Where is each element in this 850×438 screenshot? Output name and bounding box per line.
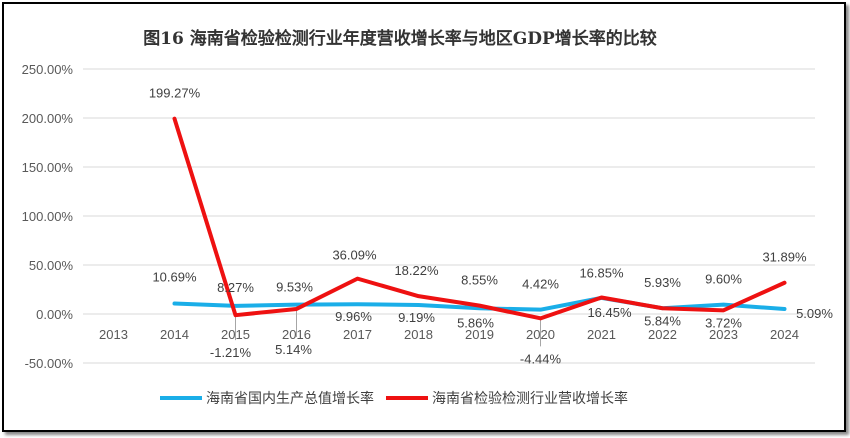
legend: 海南省国内生产总值增长率 海南省检验检测行业营收增长率 [160, 388, 628, 408]
y-tick-label: 0.00% [36, 307, 73, 322]
data-label: 8.55% [461, 273, 498, 288]
data-label: 31.89% [762, 250, 807, 265]
legend-item-gdp: 海南省国内生产总值增长率 [160, 388, 374, 408]
data-label: 9.96% [335, 309, 372, 324]
data-label: 5.14% [275, 342, 312, 357]
data-label: 8.27% [217, 280, 254, 295]
data-label: 10.69% [152, 270, 197, 285]
y-tick-label: -50.00% [25, 356, 74, 371]
data-label: 36.09% [332, 248, 377, 263]
data-label: 199.27% [149, 86, 201, 101]
legend-label: 海南省检验检测行业营收增长率 [432, 391, 628, 407]
data-label: 16.85% [579, 265, 624, 280]
data-label: 9.53% [276, 280, 313, 295]
data-label: 18.22% [394, 263, 439, 278]
chart-frame [2, 2, 846, 432]
data-label: 9.60% [705, 272, 742, 287]
legend-swatch-red [386, 396, 428, 400]
y-tick-label: 50.00% [29, 258, 74, 273]
data-label: 9.19% [398, 310, 435, 325]
data-label: -4.44% [520, 351, 562, 366]
x-tick-label: 2023 [709, 327, 738, 342]
data-label: 3.72% [705, 315, 742, 330]
legend-item-revenue: 海南省检验检测行业营收增长率 [386, 388, 628, 408]
x-tick-label: 2024 [770, 327, 799, 342]
chart-title: 图16 海南省检验检测行业年度营收增长率与地区GDP增长率的比较 [143, 29, 657, 49]
y-tick-label: 100.00% [22, 209, 74, 224]
y-tick-label: 250.00% [22, 62, 74, 77]
x-tick-label: 2018 [404, 327, 433, 342]
y-tick-label: 200.00% [22, 111, 74, 126]
data-label: 16.45% [587, 305, 632, 320]
data-label: -1.21% [210, 345, 252, 360]
x-tick-label: 2017 [343, 327, 372, 342]
legend-label: 海南省国内生产总值增长率 [206, 391, 374, 407]
data-label: 5.86% [457, 315, 494, 330]
x-tick-label: 2013 [99, 327, 128, 342]
data-label: 5.09% [796, 306, 833, 321]
data-label: 5.84% [644, 313, 681, 328]
legend-swatch-blue [160, 396, 202, 400]
y-tick-label: 150.00% [22, 160, 74, 175]
x-tick-label: 2014 [160, 327, 189, 342]
x-tick-label: 2021 [587, 327, 616, 342]
data-label: 4.42% [522, 277, 559, 292]
x-tick-label: 2019 [465, 327, 494, 342]
x-tick-label: 2022 [648, 327, 677, 342]
data-label: 5.93% [644, 275, 681, 290]
series-line-1 [172, 116, 787, 321]
